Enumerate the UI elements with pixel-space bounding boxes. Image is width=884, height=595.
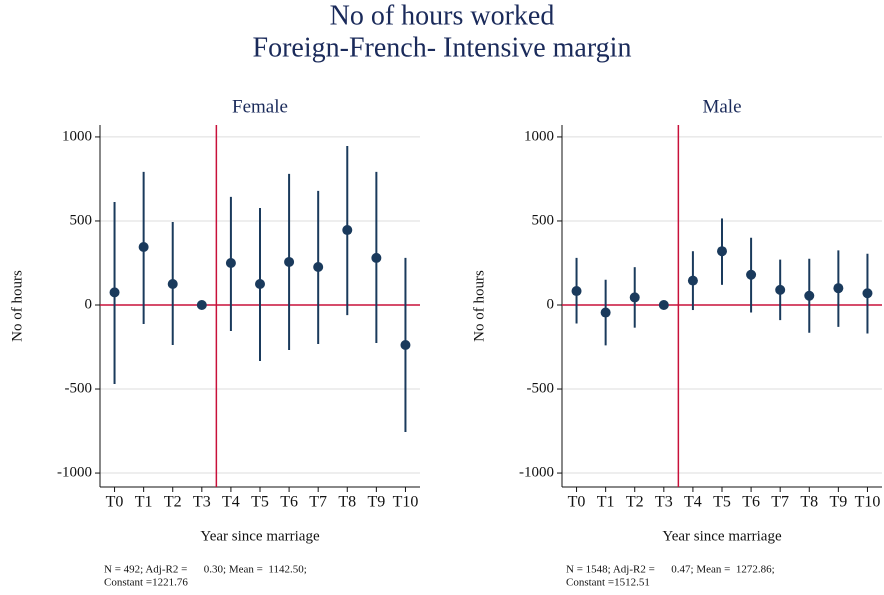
panel-title: Male xyxy=(702,96,741,117)
y-tick-label: -1000 xyxy=(57,464,92,480)
point xyxy=(196,299,207,310)
point xyxy=(658,299,669,310)
x-tick-label: T4 xyxy=(222,494,240,511)
x-tick-label: T9 xyxy=(367,494,385,511)
x-tick-label: T0 xyxy=(568,494,586,511)
y-tick-label: 500 xyxy=(532,212,555,228)
y-tick-label: 0 xyxy=(85,296,93,312)
x-tick-label: T6 xyxy=(742,494,760,511)
x-tick-label: T6 xyxy=(280,494,298,511)
point xyxy=(284,256,295,267)
point xyxy=(775,284,786,295)
x-tick-label: T3 xyxy=(655,494,673,511)
x-tick-label: T2 xyxy=(626,494,644,511)
x-tick-label: T4 xyxy=(684,494,702,511)
x-tick-label: T8 xyxy=(338,494,356,511)
point xyxy=(225,257,236,268)
x-tick-label: T5 xyxy=(251,494,269,511)
point xyxy=(255,278,265,289)
point xyxy=(138,242,149,253)
x-axis-label: Year since marriage xyxy=(662,528,782,544)
y-axis-label: No of hours xyxy=(471,270,487,342)
note: Constant =1512.51 xyxy=(566,577,650,589)
point xyxy=(862,288,873,299)
x-tick-label: T1 xyxy=(597,494,615,511)
figure-title: Foreign-French- Intensive margin xyxy=(253,32,632,63)
x-axis-label: Year since marriage xyxy=(200,528,320,544)
x-tick-label: T10 xyxy=(855,494,881,511)
y-tick-label: -1000 xyxy=(519,464,554,480)
point xyxy=(833,283,844,294)
x-tick-label: T7 xyxy=(309,494,327,511)
point xyxy=(629,292,640,303)
point xyxy=(804,290,815,301)
y-tick-label: -500 xyxy=(65,380,93,396)
note: N = 1548; Adj-R2 = 0.47; Mean = 1272.86; xyxy=(566,564,775,576)
x-tick-label: T0 xyxy=(106,494,124,511)
figure-title: No of hours worked xyxy=(330,0,555,31)
y-tick-label: 500 xyxy=(70,212,93,228)
x-tick-label: T10 xyxy=(393,494,419,511)
x-tick-label: T5 xyxy=(713,494,731,511)
y-axis-label: No of hours xyxy=(9,270,25,342)
x-tick-label: T2 xyxy=(164,494,182,511)
x-tick-label: T3 xyxy=(193,494,211,511)
point xyxy=(342,225,353,236)
note: N = 492; Adj-R2 = 0.30; Mean = 1142.50; xyxy=(104,564,307,576)
point xyxy=(687,275,698,286)
x-tick-label: T9 xyxy=(829,494,847,511)
x-tick-label: T7 xyxy=(771,494,789,511)
point xyxy=(400,339,411,350)
point xyxy=(717,246,727,257)
point xyxy=(600,307,611,318)
panel-title: Female xyxy=(232,96,288,117)
y-tick-label: -500 xyxy=(527,380,555,396)
point xyxy=(746,269,757,280)
x-tick-label: T1 xyxy=(135,494,153,511)
y-tick-label: 0 xyxy=(547,296,555,312)
point xyxy=(167,278,178,289)
note: Constant =1221.76 xyxy=(104,577,188,589)
point xyxy=(109,287,120,298)
y-tick-label: 1000 xyxy=(524,128,554,144)
point xyxy=(371,252,382,263)
y-tick-label: 1000 xyxy=(62,128,92,144)
point xyxy=(571,286,582,297)
x-tick-label: T8 xyxy=(800,494,818,511)
point xyxy=(313,262,324,273)
